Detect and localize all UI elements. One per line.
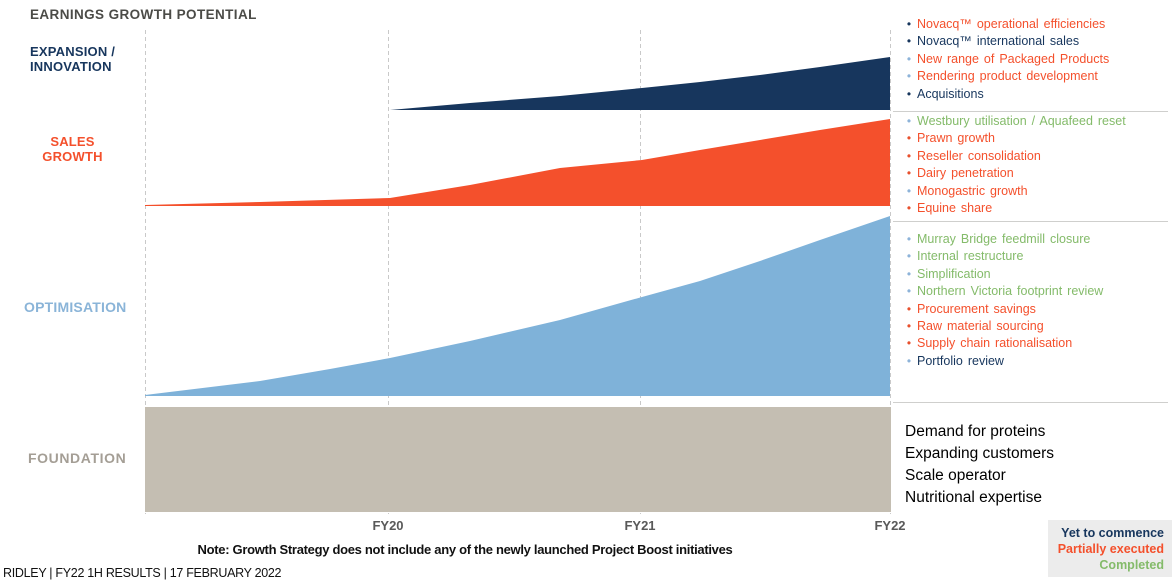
series-foundation bbox=[145, 407, 891, 512]
bullet-icon: • bbox=[906, 114, 912, 128]
initiative-list-expansion: • Novacq™ operational efficiencies • Novacq… bbox=[901, 16, 1173, 103]
list-item-label: Monogastric growth bbox=[917, 183, 1028, 198]
list-item-label: Acquisitions bbox=[917, 86, 984, 101]
list-item: • Acquisitions bbox=[901, 86, 1173, 103]
x-tick-fy21: FY21 bbox=[624, 518, 656, 533]
list-item-label: Northern Victoria footprint review bbox=[917, 284, 1104, 299]
foundation-points-list: Demand for proteins Expanding customers Sc… bbox=[905, 421, 1170, 509]
list-item: • Simplification bbox=[901, 266, 1173, 283]
list-item: • Supply chain rationalisation bbox=[901, 335, 1173, 352]
list-item: • Prawn growth bbox=[901, 130, 1173, 147]
bullet-icon: • bbox=[906, 69, 912, 84]
bullet-icon: • bbox=[906, 148, 912, 163]
status-legend: Yet to commence Partially executed Complet… bbox=[1048, 520, 1172, 577]
list-item-label: Equine share bbox=[917, 201, 993, 216]
list-item-label: Westbury utilisation / Aquafeed reset bbox=[917, 114, 1126, 128]
list-item-label: Scale operator bbox=[905, 467, 1006, 484]
bullet-icon: • bbox=[906, 34, 912, 49]
list-item-label: Novacq™ international sales bbox=[917, 34, 1080, 49]
initiative-list-optimisation: • Murray Bridge feedmill closure • Internal… bbox=[901, 231, 1173, 370]
series-optimisation bbox=[145, 216, 890, 396]
bullet-icon: • bbox=[906, 266, 912, 281]
bullet-icon: • bbox=[906, 131, 912, 146]
list-item: • Westbury utilisation / Aquafeed reset bbox=[901, 113, 1173, 130]
list-item-label: Portfolio review bbox=[917, 353, 1004, 368]
list-item: Demand for proteins bbox=[905, 421, 1170, 443]
layer-label-foundation: FOUNDATION bbox=[28, 450, 127, 466]
bullet-icon: • bbox=[906, 353, 912, 368]
list-item-label: Partially executed bbox=[1057, 542, 1164, 556]
series-sales-growth bbox=[145, 119, 890, 206]
bullet-icon: • bbox=[906, 319, 912, 334]
bullet-icon: • bbox=[906, 51, 912, 66]
list-item-label: Demand for proteins bbox=[905, 423, 1046, 440]
list-item: • Reseller consolidation bbox=[901, 148, 1173, 165]
slide-footer: RIDLEY | FY22 1H RESULTS | 17 FEBRUARY 2… bbox=[3, 566, 282, 580]
layer-label-optimisation: OPTIMISATION bbox=[24, 299, 127, 315]
list-item-label: Rendering product development bbox=[917, 69, 1098, 84]
list-item: Nutritional expertise bbox=[905, 487, 1170, 509]
list-item-label: Expanding customers bbox=[905, 445, 1055, 462]
list-item: • Novacq™ operational efficiencies bbox=[901, 16, 1173, 33]
list-item: • Portfolio review bbox=[901, 353, 1173, 370]
layer-label-sales-growth: SALES GROWTH bbox=[42, 134, 103, 164]
bullet-icon: • bbox=[906, 284, 912, 299]
x-tick-fy20: FY20 bbox=[372, 518, 404, 533]
bullet-icon: • bbox=[906, 336, 912, 351]
divider bbox=[893, 111, 1168, 112]
initiative-list-sales-growth: • Westbury utilisation / Aquafeed reset • P… bbox=[901, 113, 1173, 217]
list-item: Partially executed bbox=[1048, 541, 1164, 557]
list-item-label: New range of Packaged Products bbox=[917, 51, 1110, 66]
list-item-label: Completed bbox=[1099, 558, 1164, 572]
list-item: Scale operator bbox=[905, 465, 1170, 487]
divider bbox=[893, 221, 1168, 222]
list-item-label: Raw material sourcing bbox=[917, 319, 1044, 334]
bullet-icon: • bbox=[906, 249, 912, 264]
list-item: • Dairy penetration bbox=[901, 165, 1173, 182]
list-item: • Monogastric growth bbox=[901, 183, 1173, 200]
x-tick-fy22: FY22 bbox=[874, 518, 906, 533]
list-item-label: Procurement savings bbox=[917, 301, 1036, 316]
list-item: • Rendering product development bbox=[901, 68, 1173, 85]
list-item-label: Nutritional expertise bbox=[905, 489, 1042, 506]
series-expansion-innovation bbox=[390, 57, 890, 110]
list-item: • Procurement savings bbox=[901, 301, 1173, 318]
list-item: Completed bbox=[1048, 557, 1164, 573]
divider bbox=[893, 402, 1168, 403]
list-item: • Northern Victoria footprint review bbox=[901, 283, 1173, 300]
bullet-icon: • bbox=[906, 232, 912, 246]
list-item-label: Dairy penetration bbox=[917, 166, 1014, 181]
list-item-label: Supply chain rationalisation bbox=[917, 336, 1073, 351]
bullet-icon: • bbox=[906, 301, 912, 316]
footnote: Note: Growth Strategy does not include a… bbox=[197, 542, 733, 557]
list-item: • Novacq™ international sales bbox=[901, 33, 1173, 50]
list-item: • Raw material sourcing bbox=[901, 318, 1173, 335]
bullet-icon: • bbox=[906, 86, 912, 101]
bullet-icon: • bbox=[906, 17, 912, 31]
list-item: • Equine share bbox=[901, 200, 1173, 217]
list-item-label: Murray Bridge feedmill closure bbox=[917, 232, 1091, 246]
list-item: Yet to commence bbox=[1048, 525, 1164, 541]
bullet-icon: • bbox=[906, 166, 912, 181]
list-item: Expanding customers bbox=[905, 443, 1170, 465]
layer-label-expansion-innovation: EXPANSION / INNOVATION bbox=[30, 44, 116, 74]
list-item-label: Internal restructure bbox=[917, 249, 1024, 264]
list-item-label: Reseller consolidation bbox=[917, 148, 1041, 163]
page-title: EARNINGS GROWTH POTENTIAL bbox=[30, 7, 257, 22]
list-item-label: Prawn growth bbox=[917, 131, 995, 146]
bullet-icon: • bbox=[906, 201, 912, 216]
list-item-label: Yet to commence bbox=[1061, 526, 1164, 540]
list-item-label: Novacq™ operational efficiencies bbox=[917, 17, 1106, 31]
list-item: • New range of Packaged Products bbox=[901, 51, 1173, 68]
bullet-icon: • bbox=[906, 183, 912, 198]
list-item-label: Simplification bbox=[917, 266, 991, 281]
list-item: • Internal restructure bbox=[901, 248, 1173, 265]
list-item: • Murray Bridge feedmill closure bbox=[901, 231, 1173, 248]
